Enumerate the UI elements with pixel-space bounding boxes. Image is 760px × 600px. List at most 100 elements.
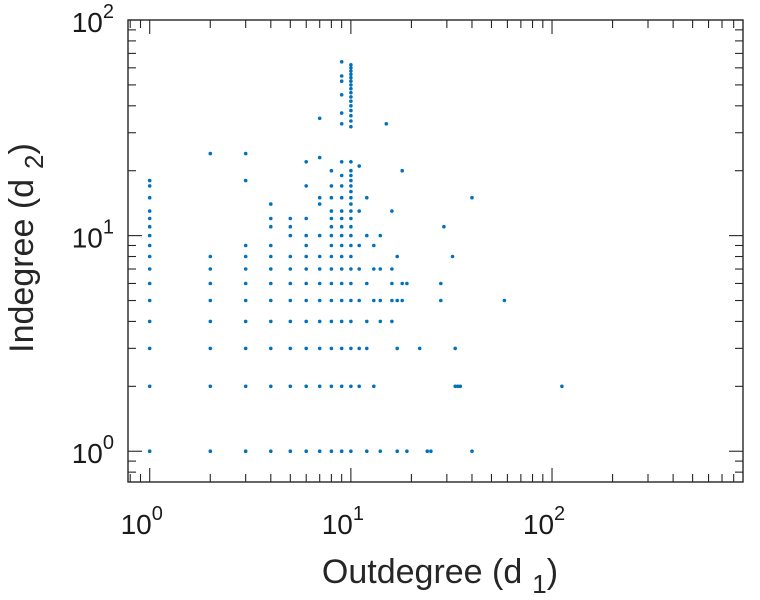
data-point <box>208 319 213 324</box>
data-point <box>269 202 273 206</box>
data-point <box>288 254 293 259</box>
y-axis-label-subscript: 2 <box>19 154 49 168</box>
data-point <box>405 449 409 454</box>
data-point <box>349 233 353 238</box>
data-point <box>339 184 344 188</box>
data-point <box>288 216 293 221</box>
data-point <box>502 298 507 303</box>
data-point <box>349 72 353 77</box>
data-point <box>339 267 344 271</box>
data-point <box>357 164 362 168</box>
data-point <box>357 346 362 351</box>
data-point <box>339 319 344 324</box>
data-point <box>357 298 362 303</box>
data-point <box>288 224 293 229</box>
data-point <box>429 449 433 454</box>
data-point <box>372 243 376 248</box>
data-point <box>357 209 362 213</box>
data-point <box>269 224 273 229</box>
data-point <box>349 79 353 83</box>
data-point <box>365 346 369 351</box>
data-point <box>349 108 353 113</box>
data-point <box>349 254 353 259</box>
data-point <box>329 224 334 229</box>
y-axis-label-main: Indegree (d <box>3 179 41 353</box>
data-point <box>349 124 353 129</box>
data-point <box>357 384 362 389</box>
data-point <box>349 449 353 454</box>
y-axis-label-close: ) <box>3 143 41 154</box>
data-point <box>349 63 353 67</box>
data-point <box>304 346 309 351</box>
data-point <box>147 195 152 200</box>
data-point <box>208 267 213 271</box>
data-point <box>372 298 376 303</box>
data-point <box>288 298 293 303</box>
data-point <box>147 281 152 286</box>
data-point <box>243 449 248 454</box>
data-point <box>456 384 460 389</box>
data-point <box>405 281 409 286</box>
data-point <box>269 319 273 324</box>
data-point <box>339 243 344 248</box>
data-point <box>288 384 293 389</box>
x-axis-label: Outdegree (d 1) <box>322 553 558 599</box>
data-point <box>243 243 248 248</box>
data-point <box>378 449 383 454</box>
data-point <box>339 449 344 454</box>
data-point <box>349 202 353 206</box>
data-point <box>304 449 309 454</box>
data-point <box>365 319 369 324</box>
data-point <box>147 298 152 303</box>
data-point <box>442 224 446 229</box>
data-point <box>288 319 293 324</box>
data-point <box>439 281 443 286</box>
y-tick-label: 102 <box>72 1 114 38</box>
data-point <box>390 267 394 271</box>
data-point <box>357 267 362 271</box>
data-point <box>243 281 248 286</box>
data-point <box>349 298 353 303</box>
data-point <box>329 449 334 454</box>
data-point <box>288 281 293 286</box>
data-point <box>339 209 344 213</box>
data-point <box>317 155 322 160</box>
data-point <box>269 243 273 248</box>
data-point <box>304 298 309 303</box>
data-point <box>357 243 362 248</box>
data-point <box>349 195 353 200</box>
data-point <box>269 254 273 259</box>
y-tick-labels: 100 101 102 <box>72 1 114 469</box>
x-tick-labels: 100 101 102 <box>121 503 566 540</box>
data-point <box>349 168 353 173</box>
data-point <box>304 281 309 286</box>
data-point <box>349 384 353 389</box>
data-point <box>288 267 293 271</box>
data-point <box>317 384 322 389</box>
x-axis-label-subscript: 1 <box>532 569 546 599</box>
data-point <box>317 298 322 303</box>
data-point <box>147 267 152 271</box>
data-point <box>400 281 405 286</box>
data-point <box>317 233 322 238</box>
data-point <box>339 281 344 286</box>
data-point <box>329 384 334 389</box>
data-point <box>425 449 430 454</box>
data-point <box>349 173 353 178</box>
data-point <box>329 209 334 213</box>
data-point <box>317 195 322 200</box>
x-axis-label-close: ) <box>547 553 558 591</box>
data-point <box>339 111 344 115</box>
data-point <box>147 209 152 213</box>
data-point <box>304 216 309 221</box>
data-point <box>329 184 334 188</box>
data-point <box>329 216 334 221</box>
data-point <box>400 298 405 303</box>
data-point <box>147 346 152 351</box>
data-point <box>317 116 322 121</box>
data-point <box>269 267 273 271</box>
data-point <box>208 298 213 303</box>
data-point <box>304 160 309 164</box>
data-point <box>339 384 344 389</box>
